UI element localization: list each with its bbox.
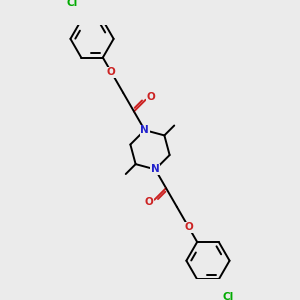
Text: O: O bbox=[184, 222, 193, 232]
Text: N: N bbox=[140, 125, 149, 135]
Text: Cl: Cl bbox=[66, 0, 77, 8]
Text: N: N bbox=[151, 164, 160, 174]
Text: O: O bbox=[107, 68, 116, 77]
Text: Cl: Cl bbox=[223, 292, 234, 300]
Text: O: O bbox=[145, 197, 154, 207]
Text: O: O bbox=[146, 92, 155, 102]
